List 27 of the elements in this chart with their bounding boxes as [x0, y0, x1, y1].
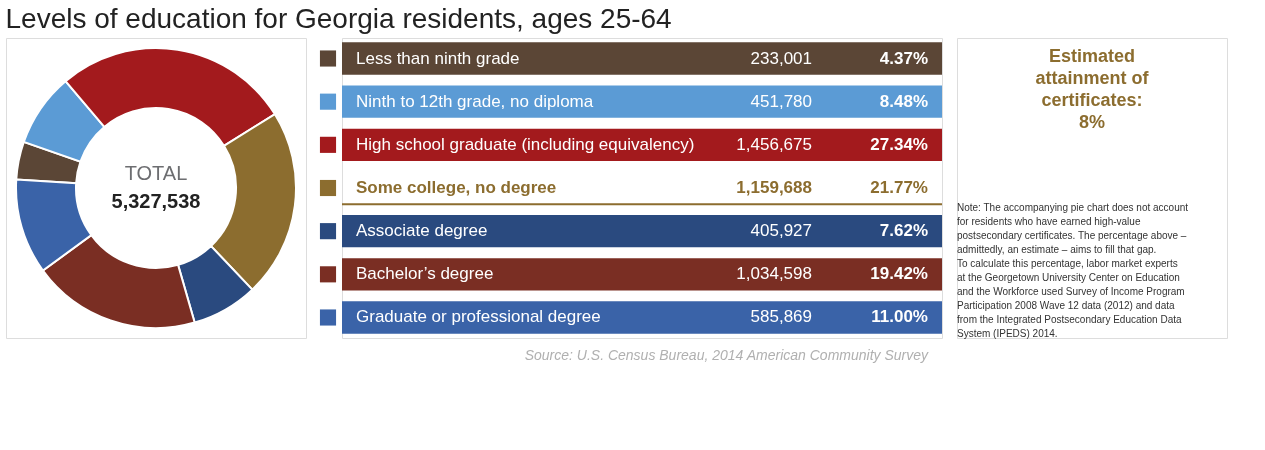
text: 5,327,538 — [111, 190, 201, 212]
legend-label: Less than ninth grade — [356, 48, 520, 68]
legend-label: High school graduate (including equivalency) — [356, 134, 695, 154]
data-label: 8.48% — [879, 91, 928, 111]
legend-label: Bachelor’s degree — [356, 264, 494, 284]
text: 405,927 — [750, 221, 812, 241]
text: 1,456,675 — [736, 134, 812, 154]
data-label: 27.34% — [870, 134, 928, 154]
legend-label: Some college, no degree — [356, 178, 557, 197]
text: Estimated attainment of certificates: 8% — [1035, 46, 1150, 132]
chart-title: Levels of education for Georgia residents, ages 25-64 — [5, 2, 672, 34]
legend-label: Associate degree — [356, 221, 488, 241]
legend-label: Ninth to 12th grade, no diploma — [356, 91, 594, 111]
data-label: 21.77% — [870, 178, 928, 197]
data-label: 11.00% — [871, 307, 928, 327]
data-label: 19.42% — [870, 264, 928, 284]
legend-label: Graduate or professional degree — [356, 307, 601, 327]
text: Note: The accompanying pie chart does not account for residents who have earned high-value postsecondary certificates. The percentage above – admittedly, an estimate – aims to fill that gap. To calculate this percentage, labor market experts at the Georgetown University Center on Education and the Workforce used Survey of Income Program Participation 2008 Wave 12 data (2012) and data from the Integrated Postsecondary Education Data System (IPEDS) 2014. — [957, 202, 1189, 339]
text: 1,159,688 — [736, 178, 812, 197]
text: 451,780 — [750, 91, 812, 111]
data-label: 7.62% — [879, 221, 928, 241]
text: TOTAL — [124, 162, 188, 184]
source-note: Source: U.S. Census Bureau, 2014 American Community Survey — [524, 347, 929, 363]
text: 585,869 — [750, 307, 812, 327]
data-label: 4.37% — [879, 48, 928, 68]
text: 233,001 — [750, 48, 812, 68]
text: 1,034,598 — [736, 264, 812, 284]
